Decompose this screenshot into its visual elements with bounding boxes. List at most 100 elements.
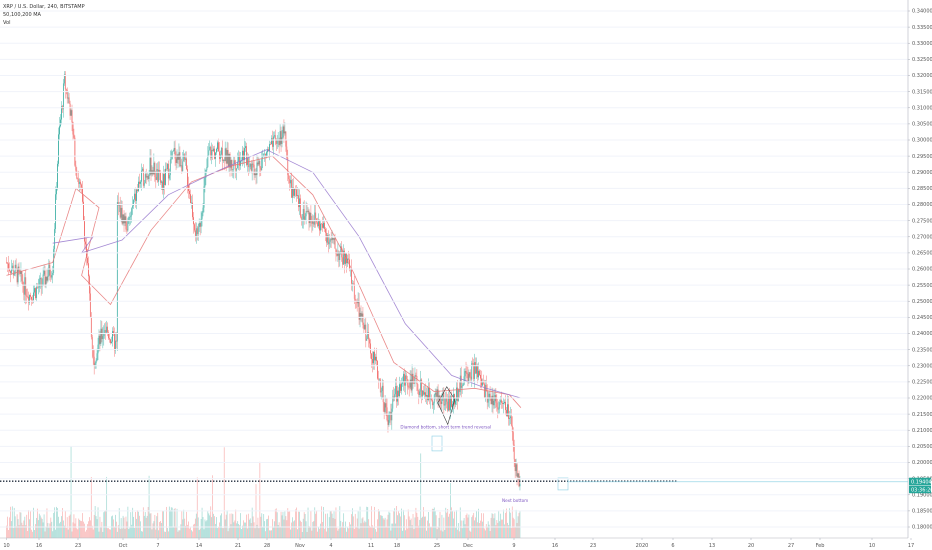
candle-body — [432, 403, 434, 406]
volume-bar — [331, 513, 333, 538]
volume-bar — [48, 527, 50, 538]
time-tick-label: 17 — [908, 543, 914, 549]
volume-bar — [160, 520, 161, 538]
candle-body — [475, 362, 476, 374]
volume-bar — [375, 529, 376, 538]
price-tick-label: 0.31500 — [912, 89, 932, 95]
candle-body — [142, 168, 144, 186]
volume-bar — [362, 517, 364, 538]
candle-body — [170, 159, 172, 160]
candle-body — [113, 331, 114, 334]
candle-body — [310, 212, 312, 221]
price-tick-label: 0.19000 — [912, 492, 932, 498]
volume-bar — [237, 521, 239, 538]
volume-bar — [30, 511, 31, 538]
candle-body — [25, 277, 27, 296]
candle-body — [341, 246, 343, 258]
volume-bar — [302, 518, 304, 538]
time-tick-label: 10 — [869, 543, 875, 549]
volume-bar — [505, 512, 506, 538]
candle-body — [506, 410, 507, 416]
volume-bar — [184, 518, 186, 538]
candle-body — [468, 372, 470, 383]
candle-body — [366, 338, 368, 341]
candle-body — [479, 370, 480, 375]
candle-body — [262, 155, 264, 160]
volume-bar — [249, 518, 251, 538]
candle-body — [491, 395, 493, 405]
price-tick-label: 0.21500 — [912, 412, 932, 418]
volume-bar — [114, 526, 115, 538]
volume-bar — [338, 528, 340, 538]
candle-body — [167, 163, 168, 170]
volume-bar — [419, 519, 421, 538]
volume-bar — [484, 530, 486, 538]
volume-bar — [126, 521, 128, 538]
candle-body — [338, 251, 340, 261]
candle-body — [477, 366, 478, 378]
volume-bar — [481, 513, 482, 538]
candle-body — [431, 400, 433, 406]
candle-body — [329, 239, 331, 242]
candle-body — [301, 219, 303, 220]
candle-body — [63, 74, 65, 84]
candle-body — [446, 397, 448, 402]
volume-bar — [222, 528, 224, 538]
volume-bar — [361, 518, 363, 538]
volume-bar — [177, 531, 179, 538]
volume-bar — [271, 530, 272, 538]
countdown-tag — [909, 485, 931, 494]
volume-bar — [46, 508, 48, 538]
volume-bar — [45, 527, 47, 538]
bottom-box-2 — [557, 477, 569, 491]
candle-body — [395, 386, 397, 395]
volume-bar — [23, 520, 25, 538]
time-tick-label: Dec — [463, 543, 473, 549]
candle-body — [426, 395, 427, 397]
candle-body — [15, 264, 17, 269]
volume-bar — [140, 521, 141, 538]
volume-bar — [294, 520, 295, 538]
volume-bar — [157, 512, 159, 538]
candle-body — [207, 155, 209, 168]
candle-body — [319, 219, 320, 231]
candle-body — [385, 403, 387, 408]
volume-bar — [227, 531, 229, 538]
candle-body — [275, 139, 277, 144]
price-tick-label: 0.28500 — [912, 186, 932, 192]
candle-body — [230, 160, 232, 168]
volume-bar — [232, 514, 234, 538]
volume-bar — [360, 523, 362, 538]
candle-body — [377, 360, 378, 379]
volume-bar — [367, 507, 369, 538]
volume-bar — [463, 518, 465, 538]
time-tick-label: 10 — [3, 543, 9, 549]
volume-bar — [174, 508, 176, 538]
volume-bar — [299, 511, 300, 538]
candle-body — [331, 237, 333, 241]
candle-body — [27, 296, 29, 298]
candle-body — [87, 258, 88, 264]
volume-bar — [387, 514, 389, 538]
candle-body — [312, 221, 314, 224]
candle-body — [69, 103, 71, 116]
volume-bar — [492, 513, 494, 538]
volume-bar — [246, 514, 247, 538]
volume-bar — [215, 523, 216, 538]
candle-body — [141, 170, 142, 182]
volume-bar — [309, 527, 311, 538]
volume-bar — [327, 528, 329, 538]
volume-bar — [313, 520, 315, 538]
time-tick-label: 21 — [235, 543, 241, 549]
candle-body — [44, 270, 46, 285]
volume-bar — [192, 531, 193, 538]
volume-bar — [10, 521, 12, 538]
volume-bar — [84, 523, 85, 538]
drawings: Diamond bottom, short term trend reversa… — [0, 386, 908, 503]
candle-body — [445, 397, 447, 405]
candle-body — [264, 153, 266, 155]
volume-bar — [220, 513, 222, 538]
volume-bar — [307, 507, 309, 538]
volume-bar — [201, 507, 203, 538]
